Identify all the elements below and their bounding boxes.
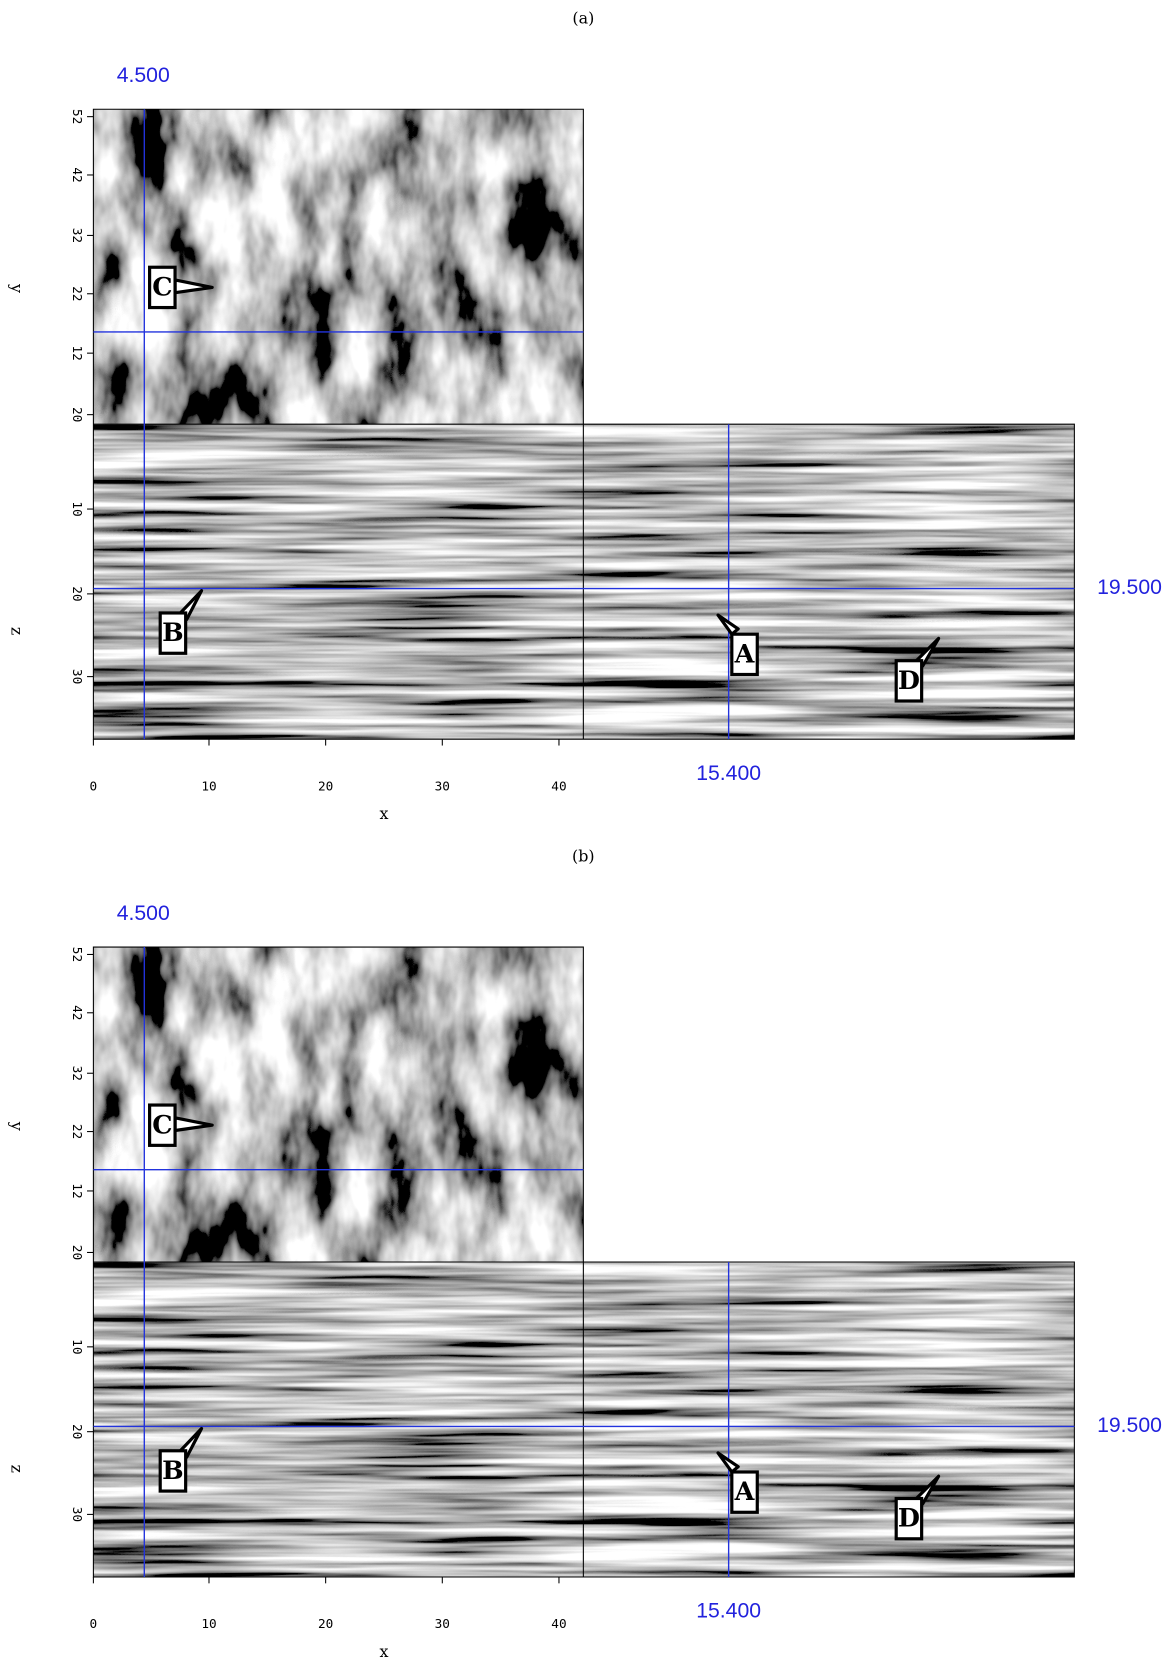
x-tick-label: 40 xyxy=(551,778,566,793)
z-tick-label: 20 xyxy=(70,586,85,601)
x-tick-label: 20 xyxy=(318,778,333,793)
x-tick-label: 10 xyxy=(201,1616,216,1631)
z-cursor-label: 19.500 xyxy=(1097,1414,1162,1437)
y-tick-label: 52 xyxy=(70,947,85,962)
z-tick-label: 20 xyxy=(70,1424,85,1439)
callout-box xyxy=(158,611,188,655)
callout-label: C xyxy=(152,272,172,302)
yz-section xyxy=(583,424,1075,740)
x-tick-label: 40 xyxy=(551,1616,566,1631)
z-tick-label: 10 xyxy=(70,1339,85,1354)
xz-section xyxy=(93,1262,584,1577)
x-tick-label: 0 xyxy=(90,778,98,793)
panel-label: (a) xyxy=(572,9,594,28)
x-cursor-label: 4.500 xyxy=(117,902,170,925)
z-tick-label: 10 xyxy=(70,501,85,516)
callout-box xyxy=(148,1103,177,1147)
callout-box xyxy=(730,632,759,677)
y-tick-label: 52 xyxy=(70,109,85,124)
callout-box xyxy=(158,1449,188,1493)
x-axis-label: x xyxy=(379,804,388,823)
z-cursor-label: 19.500 xyxy=(1097,576,1162,599)
callout-box xyxy=(148,265,177,310)
x-tick-label: 30 xyxy=(435,1616,450,1631)
y-tick-label: 22 xyxy=(70,1124,85,1139)
y-tick-label: 20 xyxy=(70,1245,85,1260)
panel: (b) 4.500 15.400 19.500 0 10 20 30 40 x 52 42 32 22 12… xyxy=(7,846,1161,1660)
z-tick-label: 30 xyxy=(70,1507,85,1522)
callout-label: B xyxy=(162,1456,184,1486)
x-tick-label: 10 xyxy=(201,778,216,793)
y-tick-label: 32 xyxy=(70,228,85,243)
y-tick-label: 42 xyxy=(70,1005,85,1020)
y-axis-label: y xyxy=(7,1121,26,1131)
x-cursor-label: 4.500 xyxy=(117,64,170,87)
y-tick-label: 12 xyxy=(70,1183,85,1198)
callout-label: C xyxy=(152,1110,172,1140)
yz-section xyxy=(583,1262,1075,1577)
x-tick-label: 20 xyxy=(318,1616,333,1631)
xz-section xyxy=(93,424,584,740)
callout-pointer xyxy=(716,1451,740,1474)
callout-label: A xyxy=(734,639,756,669)
y-tick-label: 32 xyxy=(70,1066,85,1081)
frame xyxy=(92,946,1075,1578)
y-tick-label: 22 xyxy=(70,286,85,301)
y-tick-label: 20 xyxy=(70,407,85,422)
y-axis-label: y xyxy=(7,283,26,293)
callout-label: A xyxy=(734,1477,756,1507)
panel: (a) 4.500 15.400 19.500 0 10 20 30 40 x 52 42 32 22 12… xyxy=(7,9,1161,823)
x-axis-label: x xyxy=(379,1642,388,1661)
frame xyxy=(92,108,1075,740)
callout-box xyxy=(894,659,924,703)
z-tick-label: 30 xyxy=(70,669,85,684)
callout-label: D xyxy=(898,666,920,696)
z-axis-label: z xyxy=(7,627,26,635)
callout-pointer xyxy=(716,613,740,636)
panel-label: (b) xyxy=(572,846,595,865)
callout-box xyxy=(894,1496,924,1541)
y-tick-label: 42 xyxy=(70,167,85,182)
callout-label: B xyxy=(162,618,184,648)
x-tick-label: 0 xyxy=(90,1616,98,1631)
callout-label: D xyxy=(898,1504,920,1534)
callout-box xyxy=(730,1470,759,1514)
y-tick-label: 12 xyxy=(70,345,85,360)
x-tick-label: 30 xyxy=(435,778,450,793)
y-cursor-label: 15.400 xyxy=(696,1600,761,1623)
z-axis-label: z xyxy=(7,1465,26,1473)
y-cursor-label: 15.400 xyxy=(696,762,761,785)
